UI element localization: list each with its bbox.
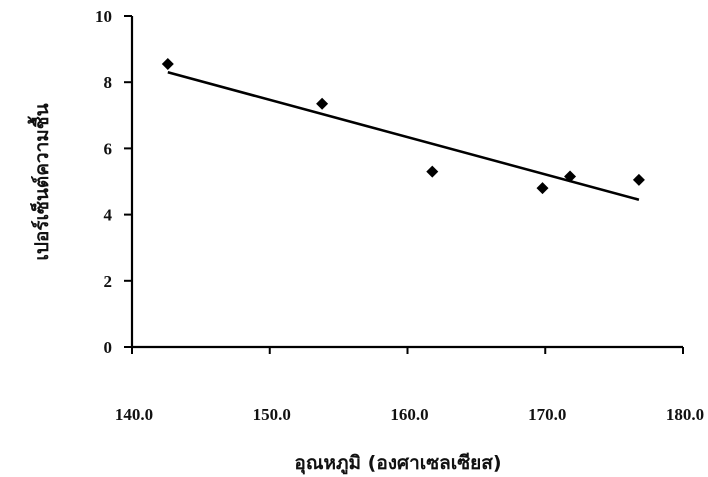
data-point (316, 97, 329, 110)
trendline (167, 71, 640, 201)
x-tick-label: 160.0 (390, 405, 428, 424)
y-tick-label: 4 (104, 206, 113, 225)
trendline-group (167, 71, 640, 201)
y-tick-label: 10 (95, 7, 112, 26)
x-tick-label: 170.0 (528, 405, 566, 424)
x-axis-title: อุณหภูมิ (องศาเซลเซียส) (294, 452, 501, 475)
data-point (161, 57, 174, 70)
x-tick-label: 180.0 (666, 405, 704, 424)
data-point (426, 165, 439, 178)
y-tick-label: 0 (104, 338, 113, 357)
data-point (632, 173, 645, 186)
x-ticks: 140.0 150.0 160.0 170.0 180.0 (115, 347, 704, 424)
y-tick-label: 6 (104, 139, 113, 158)
data-point (564, 170, 577, 183)
y-tick-label: 2 (104, 272, 113, 291)
data-point (536, 182, 549, 195)
x-tick-label: 140.0 (115, 405, 153, 424)
data-points (161, 57, 645, 195)
y-axis-title: เปอร์เซ็นต์ความชื้น (27, 103, 53, 260)
y-tick-label: 8 (104, 73, 113, 92)
axes (130, 16, 683, 349)
x-tick-label: 150.0 (253, 405, 291, 424)
y-ticks: 0 2 4 6 8 10 (95, 7, 132, 357)
